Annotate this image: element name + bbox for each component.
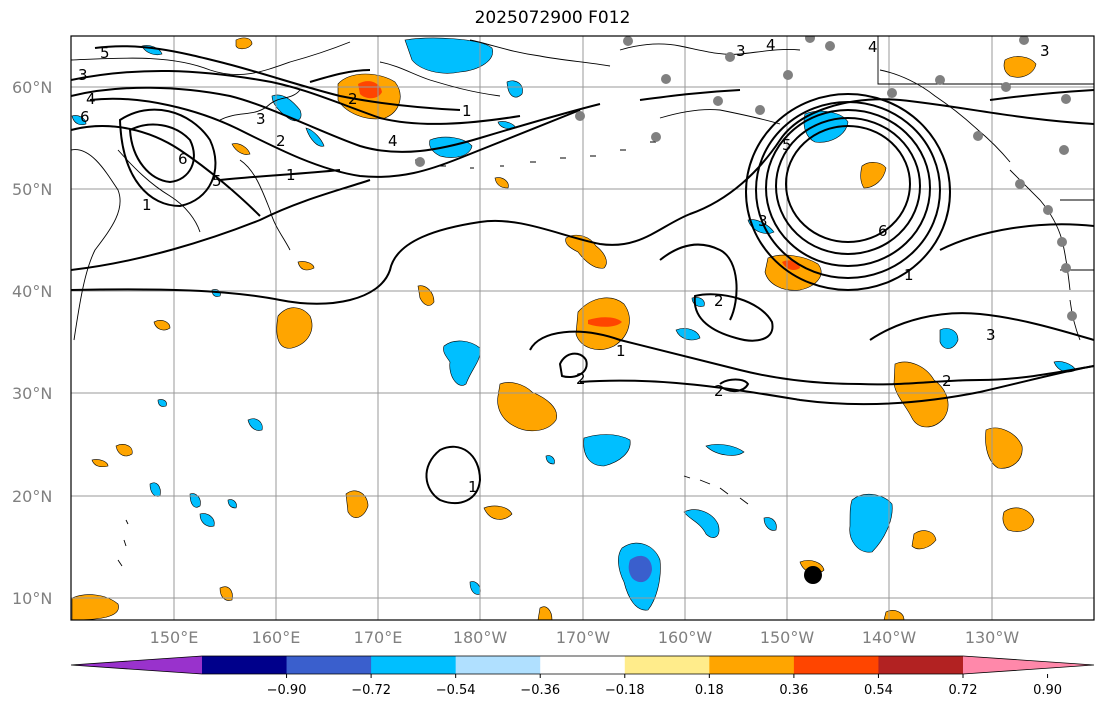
colorbar-swatch xyxy=(709,656,795,674)
lon-axis: 150°E 160°E 170°E 180°W 170°W 160°W 150°… xyxy=(150,628,1020,647)
lat-tick-label: 60°N xyxy=(12,78,52,97)
colorbar-swatch xyxy=(202,656,288,674)
colorbar-tick-label: 0.36 xyxy=(779,683,808,698)
colorbar-swatch xyxy=(793,656,879,674)
contour-label: 3 xyxy=(256,110,266,128)
colorbar-swatch xyxy=(878,656,964,674)
colorbar-tick-label: −0.54 xyxy=(436,683,476,698)
lon-tick-label: 170°E xyxy=(354,628,403,647)
lon-tick-label: 150°E xyxy=(150,628,199,647)
colorbar-tick-label: −0.72 xyxy=(351,683,391,698)
colorbar-swatch xyxy=(540,656,626,674)
storm-marker xyxy=(804,566,822,584)
contour-label: 4 xyxy=(766,36,776,54)
colorbar-tick-label: 0.72 xyxy=(949,683,978,698)
colorbar-swatch xyxy=(371,656,457,674)
colorbar-tick-label: −0.36 xyxy=(520,683,560,698)
contour-labels: 5 3 4 6 3 2 1 5 6 1 2 3 4 5 6 1 1 2 3 2 … xyxy=(78,36,1050,496)
colorbar-tick-label: −0.18 xyxy=(605,683,645,698)
contour-label: 1 xyxy=(904,266,914,284)
lon-tick-label: 150°W xyxy=(760,628,815,647)
station-dots xyxy=(415,36,1077,321)
contour-label: 2 xyxy=(714,382,724,400)
contour-label: 2 xyxy=(714,292,724,310)
colorbar-tick-label: 0.54 xyxy=(864,683,893,698)
contour-label: 5 xyxy=(100,44,110,62)
colorbar-tick-label: 0.18 xyxy=(695,683,724,698)
contour-label: 2 xyxy=(348,90,358,108)
contour-label: 6 xyxy=(878,222,888,240)
lon-tick-label: 160°W xyxy=(658,628,713,647)
lat-tick-label: 50°N xyxy=(12,180,52,199)
contour-label: 4 xyxy=(388,132,398,150)
colorbar-extension-high xyxy=(963,656,1094,674)
contour-label: 2 xyxy=(276,132,286,150)
contour-label: 3 xyxy=(758,212,768,230)
contour-label: 4 xyxy=(86,90,96,108)
lon-tick-label: 180°W xyxy=(453,628,508,647)
contour-label: 2 xyxy=(942,372,952,390)
contour-label: 1 xyxy=(468,478,478,496)
lat-axis: 60°N 50°N 40°N 30°N 20°N 10°N xyxy=(12,78,52,608)
colorbar-swatch xyxy=(624,656,710,674)
lon-tick-label: 160°E xyxy=(252,628,301,647)
contour-label: 1 xyxy=(462,102,472,120)
lon-tick-label: 170°W xyxy=(556,628,611,647)
lat-tick-label: 10°N xyxy=(12,589,52,608)
colorbar: −0.90 −0.72 −0.54 −0.36 −0.18 0.18 0.36 0.54 0.7… xyxy=(70,655,1095,698)
shaded-anomalies xyxy=(71,37,1077,620)
graticule xyxy=(71,36,1094,620)
contour-label: 1 xyxy=(142,196,152,214)
contour-label: 2 xyxy=(576,370,586,388)
lat-tick-label: 30°N xyxy=(12,384,52,403)
colorbar-extension-low xyxy=(71,656,202,674)
colorbar-swatch xyxy=(455,656,541,674)
contour-label: 5 xyxy=(212,172,222,190)
map-frame xyxy=(70,35,1095,621)
contour-label: 3 xyxy=(1040,42,1050,60)
contour-label: 6 xyxy=(178,150,188,168)
contour-label: 3 xyxy=(736,42,746,60)
colorbar-tick-label: 0.90 xyxy=(1033,683,1062,698)
colorbar-tick-label: −0.90 xyxy=(267,683,307,698)
contour-label: 4 xyxy=(868,38,878,56)
map-title: 2025072900 F012 xyxy=(474,8,631,28)
colorbar-swatch xyxy=(286,656,372,674)
lon-tick-label: 130°W xyxy=(965,628,1020,647)
lon-tick-label: 140°W xyxy=(862,628,917,647)
contour-label: 1 xyxy=(286,166,296,184)
contours xyxy=(71,45,1094,505)
contour-label: 5 xyxy=(782,136,792,154)
lat-tick-label: 40°N xyxy=(12,282,52,301)
colorbar-outline xyxy=(70,655,1095,675)
contour-label: 6 xyxy=(80,108,90,126)
contour-label: 3 xyxy=(986,326,996,344)
contour-label: 1 xyxy=(616,342,626,360)
lat-tick-label: 20°N xyxy=(12,487,52,506)
map-area: 5 3 4 6 3 2 1 5 6 1 2 3 4 5 6 1 1 2 3 2 … xyxy=(71,36,1094,620)
contour-label: 3 xyxy=(78,66,88,84)
